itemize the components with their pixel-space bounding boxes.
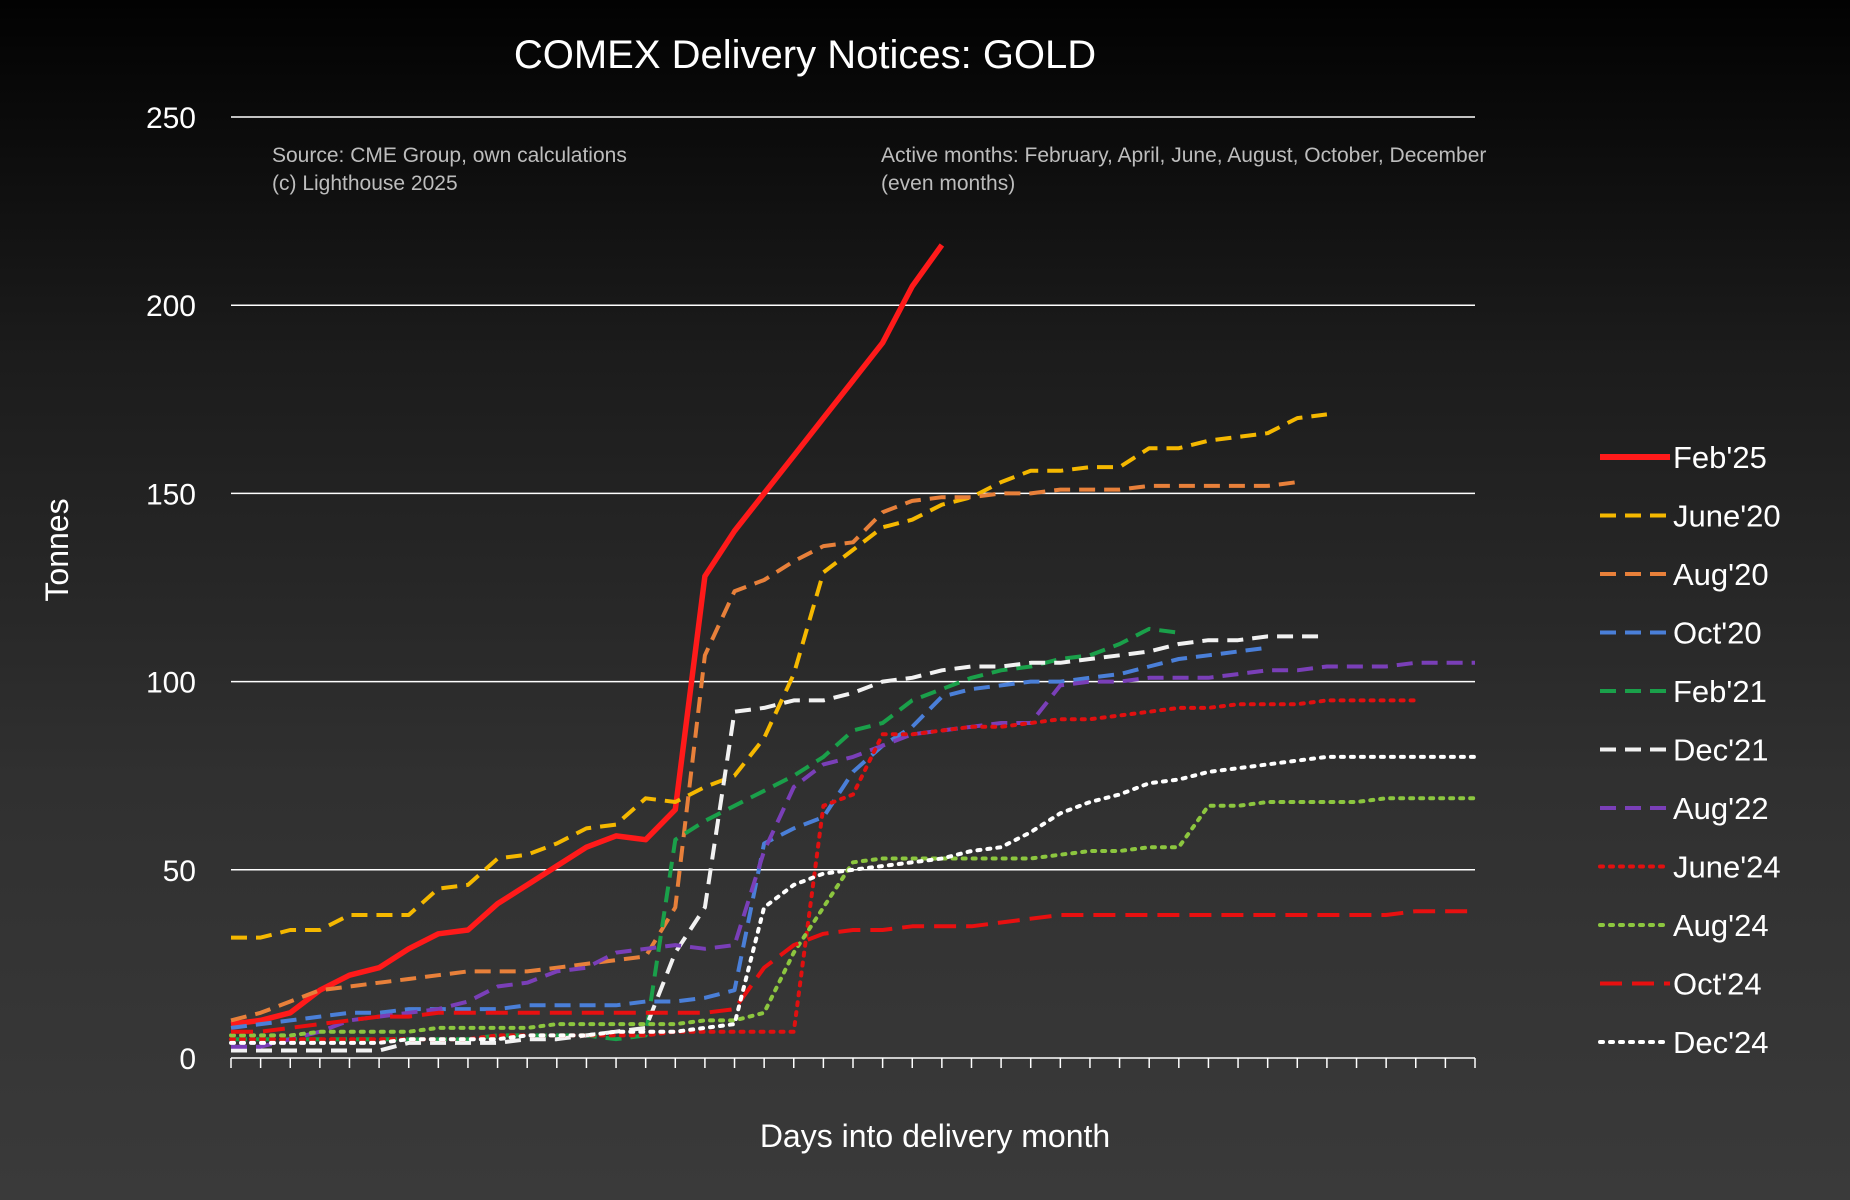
legend-label: Feb'21 [1673, 674, 1767, 709]
legend: Feb'25 June'20 Aug'20 Oct'20 Feb'21 Dec'21 Aug… [1598, 440, 1781, 1060]
legend-label: Aug'20 [1673, 557, 1769, 592]
y-axis-label: Tonnes [39, 498, 75, 601]
y-tick-label: 250 [146, 102, 196, 135]
series-line [231, 412, 1328, 940]
series-line [230, 480, 1298, 1023]
chart-title: COMEX Delivery Notices: GOLD [514, 33, 1096, 77]
legend-label: June'20 [1673, 499, 1781, 534]
y-axis-ticks: 0 50 100 150 200 250 [146, 102, 196, 1076]
legend-label: Oct'20 [1673, 616, 1762, 651]
y-tick-label: 150 [146, 478, 196, 511]
series-line [231, 634, 1327, 1053]
y-tick-label: 50 [163, 855, 196, 888]
y-tick-label: 100 [146, 667, 196, 700]
series-line [231, 909, 1475, 1034]
series-line [230, 645, 1268, 1030]
series-line [231, 660, 1475, 1049]
active-months-note-line2: (even months) [881, 172, 1015, 195]
y-tick-label: 200 [146, 290, 196, 323]
series-line [229, 698, 1418, 1042]
legend-label: Aug'24 [1673, 908, 1769, 943]
legend-label: June'24 [1673, 850, 1781, 885]
series-line [231, 626, 1180, 1042]
source-note-line2: (c) Lighthouse 2025 [272, 172, 458, 195]
series-line [229, 796, 1477, 1038]
legend-label: Oct'24 [1673, 967, 1762, 1002]
series-line [230, 243, 945, 1027]
source-note-line1: Source: CME Group, own calculations [272, 144, 627, 167]
legend-label: Feb'25 [1673, 440, 1767, 475]
active-months-note-line1: Active months: February, April, June, Au… [881, 144, 1486, 167]
y-tick-label: 0 [179, 1043, 196, 1076]
series-lines [229, 243, 1477, 1053]
x-axis-label: Days into delivery month [760, 1118, 1110, 1154]
legend-label: Dec'21 [1673, 733, 1769, 768]
legend-label: Aug'22 [1673, 791, 1769, 826]
series-line [229, 754, 1477, 1045]
legend-label: Dec'24 [1673, 1025, 1769, 1060]
x-axis [230, 1058, 1476, 1068]
